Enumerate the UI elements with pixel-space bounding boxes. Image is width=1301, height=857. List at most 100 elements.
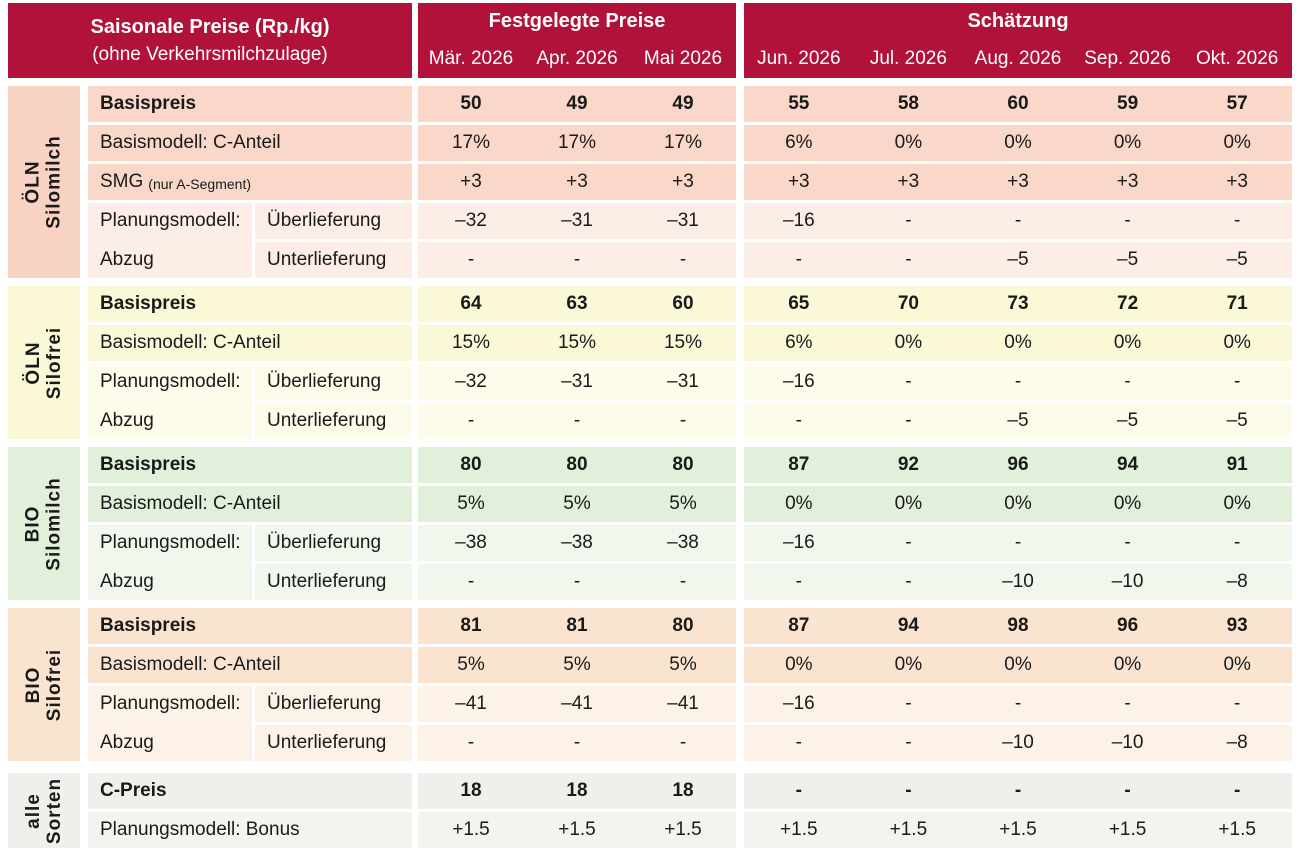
value-cell: - — [1124, 532, 1131, 553]
estimate-values: –16 - - - - — [744, 525, 1292, 561]
table-row: Planungsmodell: Bonus +1.5 +1.5 +1.5 +1.… — [88, 812, 1292, 848]
value-cell: –31 — [667, 210, 699, 231]
column-gap — [736, 86, 744, 122]
sidebar-line: Silomilch — [44, 476, 65, 571]
fixed-values: 15% 15% 15% — [418, 325, 736, 361]
value-cell: –8 — [1226, 571, 1248, 592]
table-row: Unterlieferung - - - - - –10 –10 — [255, 725, 1292, 761]
value-cell: - — [467, 410, 475, 431]
value-cell: 59 — [1117, 93, 1139, 114]
group-sidebar-label: ÖLN Silofrei — [23, 326, 65, 398]
value-cell: +3 — [1007, 171, 1029, 192]
value-cell: –38 — [455, 532, 487, 553]
fixed-values: +3 +3 +3 — [418, 164, 736, 200]
value-cell: +1.5 — [889, 819, 928, 840]
table-row: Basispreis 64 63 60 65 70 73 72 71 — [88, 286, 1292, 322]
value-cell: 92 — [897, 454, 919, 475]
header-fixed-block: Festgelegte Preise Mär. 2026 Apr. 2026 M… — [418, 3, 736, 78]
table-row: Basispreis 81 81 80 87 94 98 96 93 — [88, 608, 1292, 644]
table-row: SMG (nur A-Segment) +3 +3 +3 +3 +3 +3 +3… — [88, 164, 1292, 200]
value-cell: –5 — [1226, 249, 1248, 270]
plan-label-line1: Planungsmodell: — [100, 210, 241, 231]
table-row: C-Preis 18 18 18 - - - - - — [88, 773, 1292, 809]
value-cell: –8 — [1226, 732, 1248, 753]
group-sidebar: BIO Silomilch — [8, 447, 80, 600]
column-gap — [736, 286, 744, 322]
value-cell: +3 — [672, 171, 694, 192]
fixed-values: - - - — [418, 725, 736, 761]
header-estimate-block: Schätzung Jun. 2026 Jul. 2026 Aug. 2026 … — [744, 3, 1292, 78]
value-cell: 5% — [669, 493, 697, 514]
value-cell: 64 — [460, 293, 482, 314]
table-title: Saisonale Preise (Rp./kg) — [90, 15, 330, 38]
value-cell: 55 — [788, 93, 810, 114]
month-header: Mai 2026 — [643, 48, 723, 69]
sidebar-line: Silofrei — [44, 648, 65, 721]
value-cell: +1.5 — [1108, 819, 1147, 840]
row-label-text: SMG — [100, 171, 144, 192]
value-cell: - — [679, 732, 687, 753]
value-cell: - — [795, 249, 802, 270]
value-cell: - — [905, 571, 912, 592]
value-cell: 5% — [563, 654, 591, 675]
value-cell: 0% — [894, 493, 923, 514]
value-cell: - — [905, 210, 912, 231]
table-row: Überlieferung –41 –41 –41 –16 - - - — [255, 686, 1292, 722]
fixed-values: 50 49 49 — [418, 86, 736, 122]
row-label: Basismodell: C-Anteil — [88, 647, 412, 683]
value-cell: - — [573, 410, 581, 431]
value-cell: - — [573, 249, 581, 270]
value-cell: - — [905, 693, 912, 714]
row-label: Überlieferung — [255, 203, 412, 239]
estimate-months-row: Jun. 2026 Jul. 2026 Aug. 2026 Sep. 2026 … — [744, 48, 1292, 70]
value-cell: 70 — [897, 293, 919, 314]
plan-block: Planungsmodell: Abzug Überlieferung –32 … — [88, 203, 1292, 278]
row-label: SMG (nur A-Segment) — [88, 164, 412, 200]
fixed-values: 64 63 60 — [418, 286, 736, 322]
value-cell: - — [1124, 780, 1131, 801]
value-cell: 81 — [566, 615, 588, 636]
fixed-months-row: Mär. 2026 Apr. 2026 Mai 2026 — [418, 48, 736, 70]
table-row: Basismodell: C-Anteil 17% 17% 17% 6% 0% … — [88, 125, 1292, 161]
value-cell: - — [679, 249, 687, 270]
sidebar-line: BIO — [23, 505, 44, 542]
row-label: Unterlieferung — [255, 403, 412, 439]
value-cell: - — [905, 249, 912, 270]
value-cell: - — [795, 410, 802, 431]
value-cell: +3 — [787, 171, 810, 192]
value-cell: –16 — [782, 371, 815, 392]
value-cell: - — [573, 732, 581, 753]
month-header: Jun. 2026 — [757, 48, 841, 69]
month-header: Okt. 2026 — [1195, 48, 1279, 69]
estimate-values: 0% 0% 0% 0% 0% — [744, 647, 1292, 683]
value-cell: +3 — [566, 171, 588, 192]
value-cell: –41 — [667, 693, 699, 714]
value-cell: - — [1124, 693, 1131, 714]
value-cell: +3 — [460, 171, 482, 192]
row-label: Basispreis — [88, 608, 412, 644]
value-cell: 17% — [451, 132, 491, 153]
value-cell: 5% — [457, 654, 485, 675]
value-cell: - — [905, 371, 912, 392]
row-label: Basispreis — [88, 86, 412, 122]
value-cell: –5 — [1007, 410, 1029, 431]
estimate-values: +3 +3 +3 +3 +3 — [744, 164, 1292, 200]
value-cell: 18 — [460, 780, 482, 801]
value-cell: - — [905, 780, 912, 801]
value-cell: 60 — [1007, 93, 1029, 114]
column-gap — [736, 364, 744, 400]
row-label: Unterlieferung — [255, 242, 412, 278]
value-cell: - — [905, 532, 912, 553]
value-cell: 49 — [672, 93, 694, 114]
table-row: Unterlieferung - - - - - –5 –5 — [255, 242, 1292, 278]
sidebar-line: ÖLN — [23, 340, 44, 385]
table-row: Unterlieferung - - - - - –5 –5 — [255, 403, 1292, 439]
value-cell: 98 — [1007, 615, 1029, 636]
table-row: Basismodell: C-Anteil 5% 5% 5% 0% 0% 0% … — [88, 647, 1292, 683]
value-cell: –5 — [1117, 249, 1139, 270]
value-cell: - — [795, 780, 802, 801]
table-row: Überlieferung –38 –38 –38 –16 - - - — [255, 525, 1292, 561]
plan-label: Planungsmodell: Abzug — [88, 364, 252, 439]
value-cell: - — [1234, 210, 1241, 231]
value-cell: - — [1234, 693, 1241, 714]
